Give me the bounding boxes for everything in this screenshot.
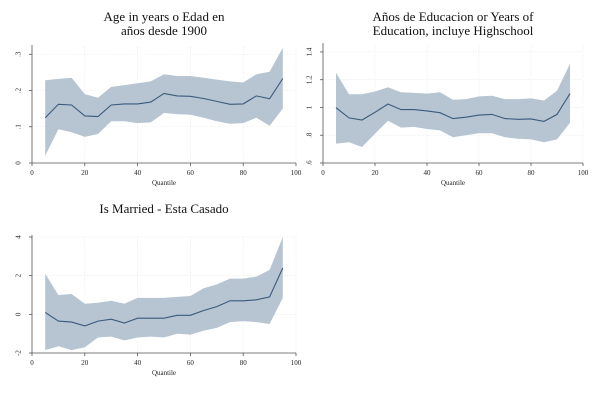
y-tick-label: 1.4	[306, 47, 314, 56]
x-tick-label: 60	[187, 169, 195, 177]
y-tick-label: .2	[15, 87, 23, 93]
estimate-line	[44, 78, 284, 119]
y-tick-label: 2	[15, 273, 23, 277]
confidence-band	[45, 237, 283, 351]
x-tick-label: 100	[291, 169, 302, 177]
y-tick-label: .8	[306, 132, 314, 138]
x-tick-label: 40	[134, 359, 142, 367]
x-tick-label: 80	[240, 169, 248, 177]
x-tick-label: 40	[424, 169, 432, 177]
x-tick-label: 20	[372, 169, 380, 177]
x-tick-label: 0	[30, 169, 34, 177]
x-axis-label: Quantile	[152, 179, 176, 187]
x-tick-label: 80	[528, 169, 536, 177]
y-tick-label: .6	[306, 160, 314, 166]
chart-title-line: años desde 1900	[121, 23, 207, 38]
x-axis-label: Quantile	[152, 369, 176, 377]
y-tick-label: .1	[15, 124, 23, 130]
x-tick-label: 0	[30, 359, 34, 367]
x-tick-label: 20	[81, 169, 89, 177]
y-tick-label: 1.2	[306, 75, 314, 84]
estimate-line	[44, 267, 284, 327]
confidence-band	[45, 47, 283, 156]
x-tick-label: 100	[578, 169, 589, 177]
x-tick-label: 20	[81, 359, 89, 367]
x-tick-label: 40	[134, 169, 142, 177]
y-tick-label: 1	[306, 105, 314, 109]
y-tick-label: -2	[15, 350, 23, 356]
y-tick-label: 4	[15, 235, 23, 239]
chart-title-line: Is Married - Esta Casado	[99, 201, 228, 216]
x-tick-label: 60	[187, 359, 195, 367]
y-tick-label: 0	[15, 161, 23, 165]
chart-title-line: Education, incluye Highschool	[373, 23, 534, 38]
chart-title-line: Age in years o Edad en	[104, 9, 225, 24]
confidence-band	[336, 63, 570, 148]
y-tick-label: .3	[15, 51, 23, 57]
x-axis-label: Quantile	[441, 179, 465, 187]
x-tick-label: 0	[321, 169, 325, 177]
x-tick-label: 60	[476, 169, 484, 177]
x-tick-label: 100	[291, 359, 302, 367]
y-tick-label: 0	[15, 312, 23, 316]
x-tick-label: 80	[240, 359, 248, 367]
estimate-line	[335, 93, 571, 122]
chart-title-line: Años de Educacion or Years of	[372, 9, 534, 24]
chart-panel-2: Años de Educacion or Years ofEducation, …	[306, 9, 589, 187]
